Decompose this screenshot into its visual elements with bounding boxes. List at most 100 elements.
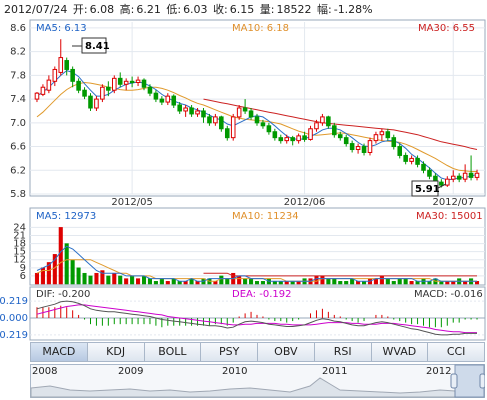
candle-up: [135, 79, 141, 83]
macd-y-axis: 0.219 0.000 -0.219: [0, 296, 28, 341]
macd-panel[interactable]: [29, 286, 486, 341]
candle-down: [141, 79, 147, 88]
dif-label: DIF: -0.200: [36, 289, 90, 300]
candle-down: [177, 104, 182, 112]
tab-boll[interactable]: BOLL: [145, 343, 202, 361]
volume-bar: [159, 278, 164, 285]
candle-up: [284, 137, 290, 142]
volume-bar: [397, 278, 402, 285]
ma5-volume-label: MA5: 12973: [36, 211, 96, 222]
candle-down: [106, 86, 111, 91]
candle-down: [290, 137, 295, 142]
high-marker-box: [81, 37, 107, 54]
volume-bar: [124, 278, 129, 285]
volume-bar: [147, 278, 152, 285]
stock-chart[interactable]: 5.86.26.67.07.47.88.28.6 2012/05 2012/06 2…: [0, 0, 487, 342]
tab-psy[interactable]: PSY: [201, 343, 258, 361]
volume-bar: [70, 259, 75, 285]
volume-bar: [46, 262, 51, 285]
tab-obv[interactable]: OBV: [258, 343, 315, 361]
candle-up: [379, 131, 385, 136]
candle-up: [462, 172, 468, 180]
ma5-volume-line: [36, 245, 477, 282]
indicator-tabs: MACD KDJ BOLL PSY OBV RSI WVAD CCI: [30, 342, 485, 362]
low-value: 6.03: [183, 3, 208, 16]
candle-up: [308, 128, 313, 140]
volume-bar: [165, 281, 170, 285]
volume-bar: [320, 275, 325, 285]
timeline-year-2010: 2010: [222, 366, 247, 377]
candle-down: [272, 131, 278, 139]
candle-up: [58, 57, 64, 73]
candle-down: [397, 146, 403, 156]
timeline-range-handle-left[interactable]: [450, 373, 458, 389]
volume-bar: [58, 227, 63, 285]
candle-down: [219, 116, 224, 130]
volume-bar: [260, 281, 265, 285]
volume-value: 18522: [276, 3, 312, 16]
timeline-year-2012: 2012: [426, 366, 451, 377]
tab-rsi[interactable]: RSI: [315, 343, 372, 361]
macd-lines: [36, 300, 477, 336]
volume-ma-lines: [36, 245, 477, 282]
candle-up: [320, 116, 325, 124]
timeline-history-area: [30, 377, 456, 398]
volume-bar: [106, 275, 111, 285]
candle-down: [159, 98, 165, 103]
volume-label: 量:: [259, 3, 275, 16]
tab-macd[interactable]: MACD: [31, 343, 88, 361]
macd-histogram: [36, 305, 478, 328]
candle-up: [373, 134, 379, 142]
candle-down: [391, 137, 397, 148]
price-y-tick: 6.6: [10, 142, 26, 153]
candle-down: [343, 137, 349, 145]
candle-down: [189, 107, 194, 115]
quote-date: 2012/07/24: [4, 3, 68, 16]
volume-bar: [82, 272, 87, 285]
close-label: 收:: [213, 3, 228, 16]
candle-down: [302, 135, 307, 140]
tab-kdj[interactable]: KDJ: [88, 343, 145, 361]
volume-bar: [326, 278, 331, 285]
low-marker-line: [437, 183, 447, 189]
dea-label: DEA: -0.192: [232, 289, 291, 300]
price-y-tick: 7.4: [10, 94, 26, 105]
candle-down: [254, 116, 260, 124]
candle-up: [367, 140, 373, 153]
macd-label: MACD: -0.016: [414, 289, 483, 300]
low-label: 低:: [166, 3, 182, 16]
macd-y-tick: 0.000: [0, 313, 28, 324]
candle-down: [201, 110, 206, 118]
candle-down: [278, 137, 284, 142]
timeline-year-2009: 2009: [118, 366, 143, 377]
high-marker: 8.41: [85, 41, 110, 52]
candle-up: [474, 172, 480, 178]
timeline-range-handle-right[interactable]: [479, 373, 485, 389]
candle-up: [314, 122, 319, 130]
candle-down: [468, 172, 474, 178]
volume-bar: [391, 281, 396, 285]
volume-bar: [94, 272, 99, 285]
timeline-year-2008: 2008: [32, 366, 57, 377]
candle-down: [326, 116, 331, 127]
candle-up: [40, 86, 46, 95]
close-value: 6.15: [229, 3, 255, 16]
macd-y-tick: -0.219: [0, 330, 28, 341]
candle-down: [224, 128, 230, 139]
tab-cci[interactable]: CCI: [446, 345, 466, 358]
tab-wvad[interactable]: WVAD: [372, 343, 429, 361]
volume-bar: [141, 275, 147, 285]
volume-bar: [249, 278, 254, 285]
candle-down: [242, 107, 248, 112]
volume-panel[interactable]: [29, 207, 486, 286]
candle-down: [266, 125, 272, 133]
quote-header: 2012/07/24 开: 6.08 高: 6.21 低: 6.03 收: 6.15 量…: [4, 1, 375, 16]
candle-up: [111, 77, 117, 91]
timeline-navigator[interactable]: 2008 2009 2010 2011 2012: [30, 364, 485, 398]
price-candles: [34, 39, 480, 188]
low-marker-box: [411, 180, 439, 197]
volume-y-tick: 21: [13, 230, 26, 241]
volume-bar: [474, 281, 480, 285]
change-value: -1.28%: [333, 3, 373, 16]
candle-down: [337, 134, 343, 139]
